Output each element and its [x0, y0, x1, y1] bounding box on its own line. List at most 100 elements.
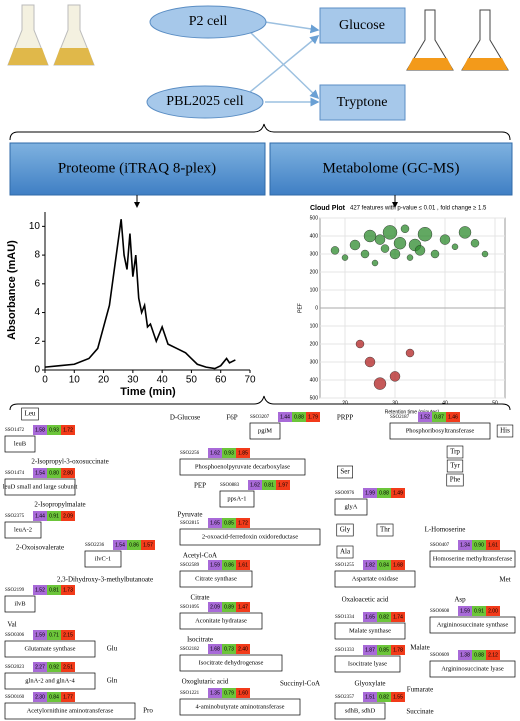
fold-cell [222, 602, 236, 612]
metabolite: Malate [410, 644, 429, 652]
fold-cell [222, 448, 236, 458]
enzyme-id: SSO0407 [430, 543, 450, 548]
enzyme-id: SSO1472 [5, 428, 25, 433]
fold-value: 0.91 [49, 513, 59, 519]
fold-cell [458, 540, 472, 550]
bubble [393, 236, 407, 250]
fold-cell [236, 448, 250, 458]
enzyme-box [179, 698, 301, 716]
cloud-subtitle: 427 features with p-value ≤ 0.01 , fold … [350, 206, 487, 212]
metabolite: Thr [380, 526, 391, 534]
bubble [430, 249, 440, 259]
fold-value: 1.74 [393, 614, 403, 620]
fold-value: 1.85 [238, 450, 248, 456]
fold-value: 0.85 [379, 647, 389, 653]
bubble [341, 254, 349, 261]
metabolite: Pyruvate [178, 511, 203, 519]
fold-cell [33, 425, 47, 435]
metabolite: Gln [107, 677, 118, 685]
enzyme-label: Isocitrate lyase [348, 660, 387, 667]
fold-cell [208, 518, 222, 528]
fold-cell [222, 688, 236, 698]
enzyme-box [179, 654, 283, 672]
fold-cell [432, 412, 446, 422]
fold-cell [222, 644, 236, 654]
enzyme-id: SSO1334 [335, 615, 355, 620]
enzyme-label: Isocitrate dehydrogenase [199, 659, 264, 666]
fold-cell [236, 602, 250, 612]
fold-value: 0.71 [49, 632, 59, 638]
metabolite: Citrate [190, 594, 209, 602]
fold-value: 1.55 [393, 694, 403, 700]
x-tick-label: 30 [392, 400, 398, 406]
enzyme-id: SSO0608 [430, 609, 450, 614]
enzyme-label: sdhB, sdhD [345, 707, 376, 714]
fold-value: 0.81 [49, 587, 59, 593]
metabolite: Pro [143, 707, 153, 715]
bubble [363, 229, 377, 243]
fold-value: 1.51 [365, 694, 375, 700]
enzyme-id: SSO2023 [5, 665, 25, 670]
fold-value: 2.51 [63, 664, 73, 670]
fold-value: 1.44 [35, 513, 45, 519]
x-tick-label: 40 [442, 400, 448, 406]
metabolite: 2,3-Dihydroxy-3-methylbutanoate [57, 576, 153, 584]
fold-cell [33, 511, 47, 521]
fold-cell [33, 662, 47, 672]
fold-value: 1.59 [460, 608, 470, 614]
x-tick-label: 50 [186, 375, 198, 386]
enzyme-box [84, 550, 122, 568]
metabolite: L-Homoserine [425, 526, 466, 534]
fold-value: 1.97 [278, 482, 288, 488]
cell-node [149, 5, 267, 39]
fold-cell [278, 412, 292, 422]
fold-value: 1.49 [393, 490, 403, 496]
fold-value: 0.79 [224, 690, 234, 696]
enzyme-box [249, 422, 281, 440]
metabolite: F6P [226, 414, 237, 422]
enzyme-id: SSO2357 [335, 695, 355, 700]
metabolite: His [500, 427, 510, 435]
metabolite-box [337, 465, 353, 479]
enzyme-id: SSO0306 [5, 633, 25, 638]
fold-cell [208, 602, 222, 612]
fold-cell [306, 412, 320, 422]
enzyme-id: SSO1221 [180, 691, 200, 696]
fold-value: 0.84 [379, 562, 389, 568]
fold-value: 1.78 [393, 647, 403, 653]
enzyme-id: SSO3207 [250, 415, 270, 420]
fold-cell [363, 560, 377, 570]
fold-cell [472, 650, 486, 660]
fold-value: 1.72 [238, 520, 248, 526]
fold-cell [61, 425, 75, 435]
y-tick-label: 200 [310, 341, 319, 347]
x-tick-label: 30 [127, 375, 139, 386]
fold-cell [61, 630, 75, 640]
enzyme-label: Citrate synthase [195, 575, 237, 582]
metabolite-box [21, 407, 39, 421]
metabolite: Gly [340, 526, 351, 534]
fold-cell [47, 662, 61, 672]
fold-value: 1.65 [210, 520, 220, 526]
fold-cell [391, 645, 405, 655]
enzyme-box [179, 528, 321, 546]
fold-value: 1.73 [63, 587, 73, 593]
metabolite: Leu [25, 410, 36, 418]
enzyme-label: leuA-2 [14, 526, 32, 533]
enzyme-label: ilvC-1 [95, 555, 112, 562]
enzyme-label: leuB [14, 440, 27, 447]
bubble [400, 224, 410, 234]
fold-value: 0.86 [129, 542, 139, 548]
metabolite: 2-Isopropylmalate [34, 501, 85, 509]
fold-cell [47, 692, 61, 702]
fold-cell [208, 688, 222, 698]
enzyme-label: 2-oxoacid-ferredoxin oxidoreductase [202, 533, 298, 540]
bubble [355, 339, 365, 349]
bubble [458, 226, 472, 239]
fold-value: 0.73 [224, 646, 234, 652]
fold-value: 2.12 [488, 652, 498, 658]
fold-value: 1.62 [250, 482, 260, 488]
fold-cell [208, 448, 222, 458]
metabolite: Val [7, 621, 16, 629]
data-line [44, 219, 236, 370]
